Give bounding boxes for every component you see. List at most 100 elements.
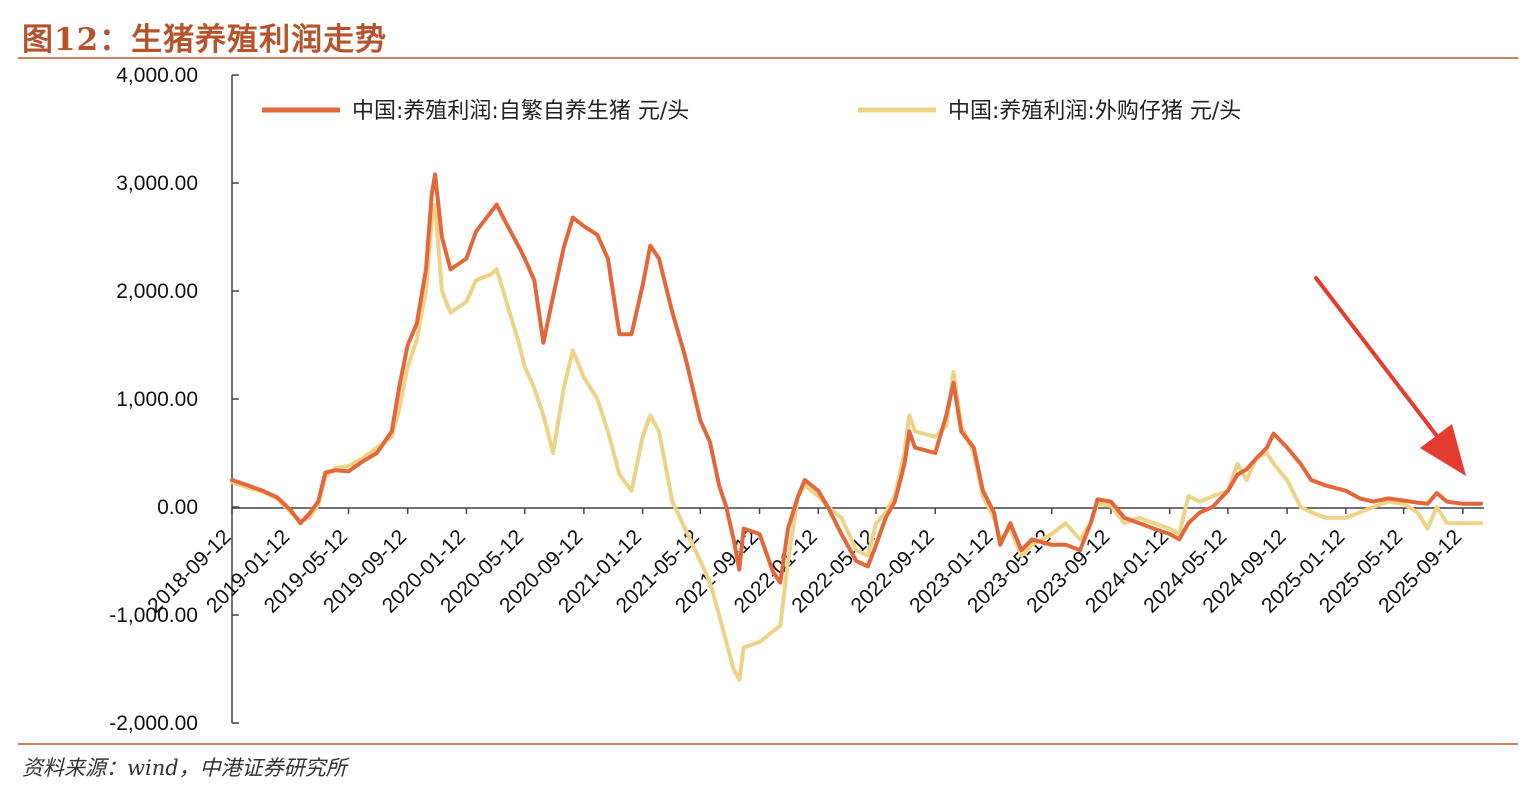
series-point-0	[495, 203, 498, 206]
series-point-0	[787, 527, 789, 530]
series-point-0	[533, 279, 536, 282]
series-point-0	[960, 430, 963, 433]
series-point-1	[1286, 479, 1288, 481]
series-point-0	[542, 342, 545, 344]
series-point-1	[618, 473, 621, 476]
series-point-0	[1266, 446, 1268, 449]
series-point-1	[1372, 506, 1375, 508]
series-point-1	[945, 425, 948, 427]
figure-title: 图12：生猪养殖利润走势	[22, 22, 388, 58]
top-rule	[18, 57, 1518, 59]
series-point-1	[391, 436, 393, 438]
series-point-0	[308, 512, 311, 515]
series-point-1	[361, 457, 364, 460]
series-point-1	[1387, 500, 1389, 503]
y-tick-label: 4,000.00	[116, 64, 198, 87]
series-point-0	[1345, 490, 1347, 492]
series-point-0	[518, 247, 521, 249]
series-point-0	[262, 490, 264, 492]
series-point-1	[1236, 463, 1239, 465]
series-point-1	[908, 414, 911, 417]
series-point-0	[1031, 538, 1033, 541]
series-point-1	[630, 490, 633, 492]
series-point-0	[572, 216, 574, 219]
series-point-0	[1272, 432, 1275, 435]
series-point-1	[1138, 517, 1141, 519]
series-point-1	[725, 641, 728, 643]
series-point-0	[406, 344, 409, 346]
series-point-0	[391, 430, 393, 433]
series-point-0	[945, 414, 948, 417]
series-point-1	[1168, 527, 1171, 530]
series-point-1	[855, 549, 858, 551]
series-point-0	[1359, 497, 1361, 500]
series-point-1	[875, 522, 877, 524]
series-point-1	[347, 465, 350, 467]
series-point-1	[772, 630, 774, 632]
series-point-0	[884, 517, 887, 519]
y-tick-label: -2,000.00	[109, 712, 198, 735]
series-point-0	[324, 471, 327, 474]
series-point-1	[671, 500, 674, 503]
series-point-0	[671, 311, 674, 314]
series-point-0	[738, 568, 741, 571]
series-point-1	[1359, 511, 1361, 514]
series-point-1	[779, 625, 782, 627]
series-point-0	[1416, 501, 1419, 504]
series-point-1	[641, 436, 644, 438]
series-point-0	[416, 322, 418, 325]
series-point-1	[1416, 511, 1419, 514]
series-point-0	[1227, 490, 1229, 492]
series-point-0	[607, 257, 609, 260]
series-point-0	[1324, 484, 1327, 487]
series-point-1	[1187, 495, 1190, 498]
series-point-1	[1480, 522, 1482, 524]
series-point-1	[1050, 533, 1053, 535]
series-point-0	[231, 479, 233, 481]
series-point-0	[973, 446, 975, 449]
series-point-1	[718, 614, 720, 616]
y-tick-label: 0.00	[157, 496, 198, 519]
series-point-0	[804, 479, 806, 481]
y-tick-label: 3,000.00	[116, 172, 198, 195]
series-point-1	[489, 274, 491, 276]
series-point-1	[1402, 503, 1405, 505]
series-point-1	[787, 560, 789, 562]
series-point-0	[449, 268, 452, 271]
series-point-0	[361, 460, 364, 463]
series-point-0	[630, 333, 633, 336]
series-point-0	[894, 500, 896, 503]
series-point-0	[867, 565, 869, 568]
series-point-0	[276, 496, 279, 499]
series-point-1	[817, 495, 820, 498]
series-point-0	[489, 212, 491, 214]
series-point-1	[699, 560, 702, 562]
series-point-1	[596, 398, 599, 400]
series-point-0	[1299, 463, 1302, 465]
series-point-0	[725, 506, 728, 508]
series-point-0	[982, 490, 984, 492]
series-point-0	[425, 268, 427, 271]
series-point-0	[1009, 522, 1012, 524]
series-point-1	[542, 414, 545, 417]
legend-label: 中国:养殖利润:自繁自养生猪 元/头	[352, 99, 689, 124]
series-point-1	[934, 436, 937, 438]
series-point-0	[247, 484, 249, 487]
series-point-0	[299, 522, 302, 524]
x-axis: 2018-09-122019-01-122019-05-122019-09-12…	[143, 507, 1484, 617]
y-tick-label: -1,000.00	[109, 604, 198, 627]
series-point-0	[684, 355, 686, 357]
series-point-0	[583, 225, 585, 227]
series-point-1	[1079, 538, 1081, 541]
series-point-0	[552, 295, 554, 298]
series-point-1	[1110, 505, 1112, 507]
series-point-0	[658, 257, 660, 260]
series-point-0	[1123, 517, 1126, 519]
series-point-1	[649, 414, 652, 417]
series-point-1	[583, 376, 585, 379]
series-point-1	[758, 641, 761, 643]
series-point-1	[1324, 517, 1327, 519]
series-point-0	[908, 430, 911, 433]
series-point-1	[1426, 527, 1429, 530]
